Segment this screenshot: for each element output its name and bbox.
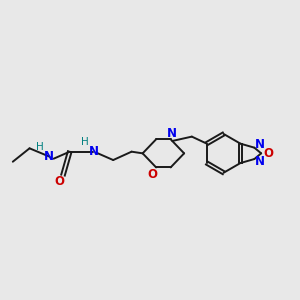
Text: N: N — [255, 155, 266, 168]
Text: N: N — [44, 149, 54, 163]
Text: H: H — [81, 136, 89, 147]
Text: N: N — [255, 139, 266, 152]
Text: N: N — [89, 145, 99, 158]
Text: H: H — [36, 142, 44, 152]
Text: O: O — [54, 175, 64, 188]
Text: O: O — [147, 168, 157, 181]
Text: N: N — [167, 127, 177, 140]
Text: O: O — [263, 147, 274, 160]
